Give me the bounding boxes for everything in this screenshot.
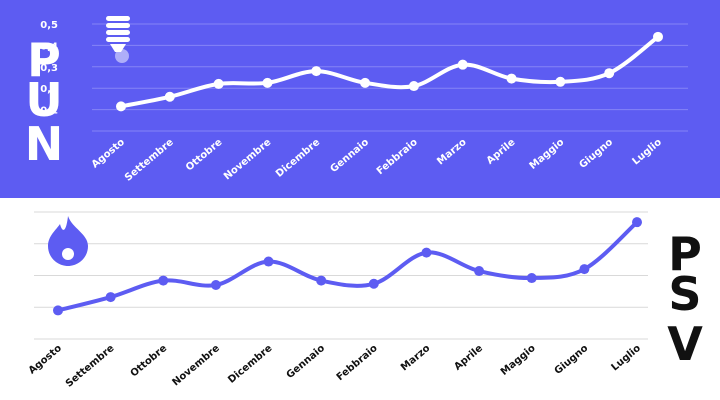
- pun-lightbulb-icon: [106, 16, 130, 63]
- psv-data-point: [579, 264, 590, 275]
- pun-x-tick-label: Maggio: [528, 137, 567, 172]
- pun-x-tick-label: Dicembre: [274, 137, 322, 180]
- psv-data-point: [105, 292, 116, 303]
- psv-x-tick-label: Aprile: [452, 343, 485, 373]
- pun-title-letter: P: [27, 33, 61, 87]
- pun-data-point: [262, 77, 273, 88]
- pun-x-tick-label: Settembre: [123, 137, 176, 184]
- pun-x-tick-label: Giugno: [577, 137, 615, 171]
- psv-x-tick-label: Gennaio: [285, 343, 328, 381]
- pun-lightbulb-coil: [106, 37, 130, 42]
- psv-x-tick-label: Novembre: [170, 343, 222, 389]
- pun-lightbulb-coil: [106, 16, 130, 21]
- psv-data-point: [474, 266, 485, 277]
- psv-flame-shape: [48, 216, 88, 266]
- psv-x-tick-label: Maggio: [499, 343, 538, 378]
- pun-data-point: [360, 77, 371, 88]
- psv-x-tick-label: Ottobre: [129, 343, 170, 380]
- pun-data-point: [457, 59, 468, 70]
- pun-y-tick-label: 0: [51, 127, 58, 138]
- pun-y-tick-label: 0,1: [40, 106, 58, 117]
- psv-x-tick-label: Settembre: [64, 343, 117, 390]
- pun-x-tick-label: Marzo: [435, 137, 468, 168]
- psv-x-tick-label: Marzo: [399, 343, 432, 374]
- pun-x-tick-label: Febbraio: [375, 137, 420, 177]
- psv-data-point: [368, 278, 379, 289]
- pun-data-point: [653, 31, 663, 42]
- pun-y-tick-label: 0,3: [40, 63, 58, 74]
- psv-series-line: [56, 220, 639, 313]
- psv-data-point: [526, 273, 537, 284]
- pun-data-point: [116, 101, 126, 112]
- pun-title-letter: N: [25, 117, 64, 171]
- pun-title-letter: U: [25, 73, 62, 127]
- psv-title-letter: P: [668, 227, 702, 281]
- pun-data-point: [604, 68, 615, 79]
- psv-x-tick-label: Giugno: [553, 343, 591, 377]
- pun-data-point: [213, 78, 224, 89]
- pun-lightbulb-coil: [106, 23, 130, 28]
- psv-x-tick-label: Luglio: [610, 343, 644, 374]
- psv-chart-panel: [0, 198, 720, 400]
- pun-data-point: [555, 76, 566, 87]
- pun-x-tick-label: Aprile: [485, 137, 518, 167]
- pun-lightbulb-glass: [115, 49, 129, 63]
- pun-x-tick-label: Agosto: [90, 137, 127, 171]
- psv-flame-core: [62, 248, 74, 260]
- psv-chart: 00,511,52AgostoSettembreOttobreNovembreD…: [0, 208, 703, 390]
- psv-x-tick-label: Dicembre: [226, 343, 274, 386]
- pun-x-tick-label: Gennaio: [328, 137, 371, 175]
- pun-lightbulb-coil: [106, 30, 130, 35]
- psv-data-point: [210, 280, 221, 291]
- psv-x-tick-label: Febbraio: [335, 343, 380, 383]
- psv-data-point: [263, 256, 274, 267]
- psv-x-tick-label: Agosto: [27, 343, 64, 377]
- psv-data-point: [421, 247, 432, 258]
- psv-flame-icon: [48, 216, 88, 266]
- psv-title-letter: V: [667, 317, 703, 371]
- psv-data-point: [316, 275, 327, 286]
- pun-series-line: [119, 34, 660, 109]
- psv-data-point: [158, 275, 169, 286]
- pun-x-tick-label: Ottobre: [184, 137, 225, 174]
- pun-data-point: [311, 66, 322, 77]
- pun-data-point: [408, 81, 419, 92]
- pun-y-tick-label: 0,4: [40, 41, 58, 52]
- pun-data-point: [506, 73, 517, 84]
- pun-data-point: [164, 91, 175, 102]
- psv-data-point: [53, 305, 63, 316]
- pun-x-tick-label: Luglio: [631, 137, 665, 168]
- psv-data-point: [632, 217, 642, 228]
- pun-y-tick-label: 0,5: [40, 20, 58, 31]
- pun-y-tick-label: 0,2: [40, 84, 58, 95]
- pun-x-tick-label: Novembre: [222, 137, 274, 183]
- psv-title-letter: S: [668, 267, 701, 321]
